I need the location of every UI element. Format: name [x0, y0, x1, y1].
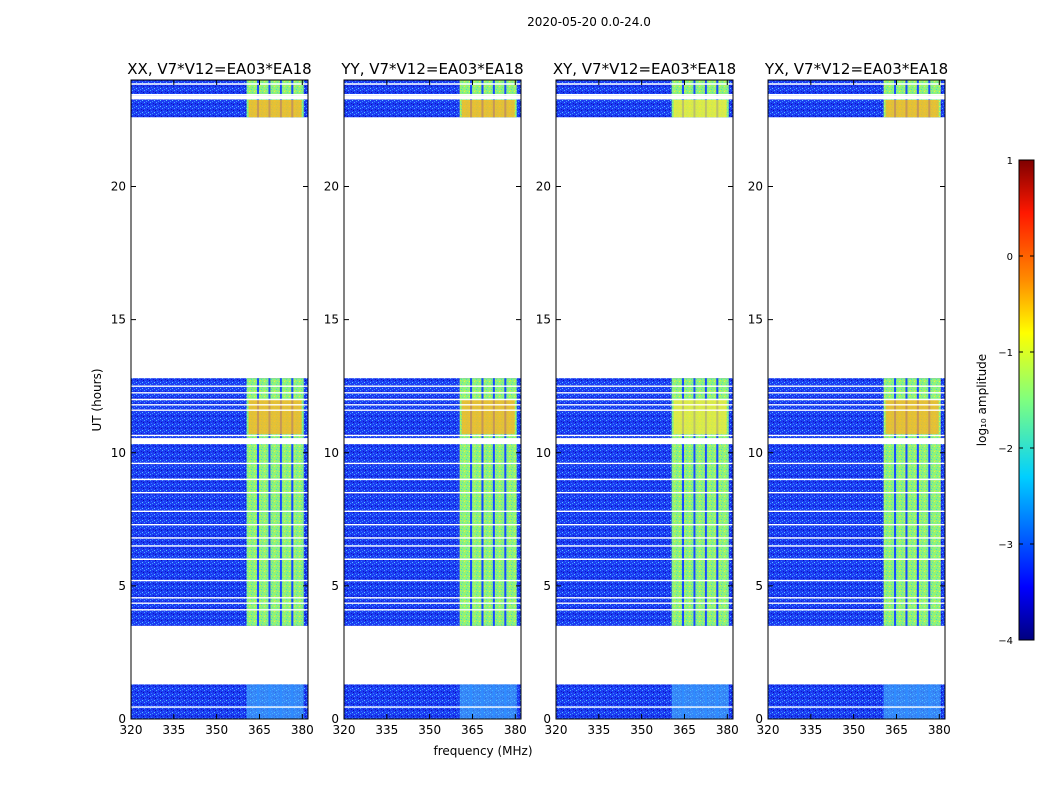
- x-tick-label: 350: [205, 723, 228, 737]
- flagged-gap: [556, 438, 733, 444]
- suptitle: 2020-05-20 0.0-24.0: [527, 15, 651, 29]
- x-tick-label: 335: [587, 723, 610, 737]
- flagged-gap: [131, 438, 308, 444]
- panel-3: XY, V7*V12=EA03*EA18 320 335 350 365 380 0 5 10 1…: [536, 60, 739, 737]
- y-tick-label: 15: [748, 313, 763, 327]
- y-tick-label: 10: [748, 446, 763, 460]
- panel-title: XX, V7*V12=EA03*EA18: [127, 60, 311, 78]
- x-tick-label: 365: [885, 723, 908, 737]
- panel-2: YY, V7*V12=EA03*EA18 320 335 350 365 380 0 5 10 1…: [324, 60, 527, 737]
- flagged-gap: [344, 438, 521, 444]
- x-tick-label: 320: [333, 723, 356, 737]
- y-tick-label: 5: [118, 579, 126, 593]
- colorbar-tick-label: −1: [998, 348, 1013, 359]
- rfi-band: [246, 684, 304, 719]
- panel-4: YX, V7*V12=EA03*EA18 320 335 350 365 380 0 5 10 1…: [748, 60, 951, 737]
- flagged-gap: [131, 95, 308, 100]
- flagged-gap: [344, 95, 521, 100]
- x-tick-label: 350: [630, 723, 653, 737]
- x-tick-label: 350: [842, 723, 865, 737]
- x-tick-label: 380: [504, 723, 527, 737]
- x-tick-label: 365: [673, 723, 696, 737]
- x-tick-label: 335: [799, 723, 822, 737]
- y-tick-label: 0: [543, 712, 551, 726]
- flagged-gap: [768, 438, 945, 444]
- x-axis-label: frequency (MHz): [433, 744, 532, 758]
- panel-1: XX, V7*V12=EA03*EA18 320 335 350 365 380 0 5 10 1…: [111, 60, 314, 737]
- panel-frame: [555, 79, 734, 720]
- y-tick-label: 20: [748, 180, 763, 194]
- x-tick-label: 335: [162, 723, 185, 737]
- y-tick-label: 0: [118, 712, 126, 726]
- panel-frame: [343, 79, 522, 720]
- x-tick-label: 380: [291, 723, 314, 737]
- y-tick-label: 0: [331, 712, 339, 726]
- y-tick-label: 10: [111, 446, 126, 460]
- panel-title: YX, V7*V12=EA03*EA18: [764, 60, 948, 78]
- panel-title: YY, V7*V12=EA03*EA18: [340, 60, 523, 78]
- y-tick-label: 10: [536, 446, 551, 460]
- x-tick-label: 365: [248, 723, 271, 737]
- colorbar-tick-label: 1: [1007, 156, 1013, 167]
- panel-frame: [130, 79, 309, 720]
- y-tick-label: 20: [324, 180, 339, 194]
- y-tick-label: 5: [331, 579, 339, 593]
- y-tick-label: 15: [111, 313, 126, 327]
- hot-region: [248, 99, 302, 118]
- colorbar: 1 0 −1 −2 −3 −4 log₁₀ amplitude: [975, 156, 1035, 647]
- y-axis-label: UT (hours): [90, 368, 104, 431]
- rfi-band: [671, 684, 729, 719]
- y-tick-label: 15: [324, 313, 339, 327]
- colorbar-gradient: [1018, 159, 1035, 641]
- flagged-gap: [768, 95, 945, 100]
- hot-region: [461, 99, 515, 118]
- colorbar-ticks: 1 0 −1 −2 −3 −4: [998, 156, 1034, 647]
- x-tick-label: 320: [757, 723, 780, 737]
- x-tick-label: 320: [120, 723, 143, 737]
- colorbar-tick-label: 0: [1007, 252, 1013, 263]
- colorbar-tick-label: −3: [998, 540, 1013, 551]
- y-tick-label: 5: [755, 579, 763, 593]
- y-tick-label: 0: [755, 712, 763, 726]
- y-tick-label: 20: [111, 180, 126, 194]
- rfi-band: [883, 684, 941, 719]
- y-tick-label: 10: [324, 446, 339, 460]
- x-tick-label: 335: [375, 723, 398, 737]
- x-tick-label: 380: [716, 723, 739, 737]
- colorbar-label: log₁₀ amplitude: [975, 354, 989, 446]
- panels: XX, V7*V12=EA03*EA18 320 335 350 365 380 0 5 10 1…: [111, 60, 951, 737]
- colorbar-tick-label: −4: [998, 636, 1013, 647]
- flagged-gap: [556, 95, 733, 100]
- panel-title: XY, V7*V12=EA03*EA18: [553, 60, 736, 78]
- hot-region: [673, 99, 727, 118]
- x-tick-label: 320: [545, 723, 568, 737]
- x-tick-label: 365: [461, 723, 484, 737]
- x-tick-label: 380: [928, 723, 951, 737]
- x-tick-label: 350: [418, 723, 441, 737]
- y-tick-label: 20: [536, 180, 551, 194]
- y-tick-label: 5: [543, 579, 551, 593]
- panel-frame: [767, 79, 946, 720]
- hot-region: [885, 99, 939, 118]
- rfi-band: [459, 684, 517, 719]
- y-tick-label: 15: [536, 313, 551, 327]
- colorbar-tick-label: −2: [998, 444, 1013, 455]
